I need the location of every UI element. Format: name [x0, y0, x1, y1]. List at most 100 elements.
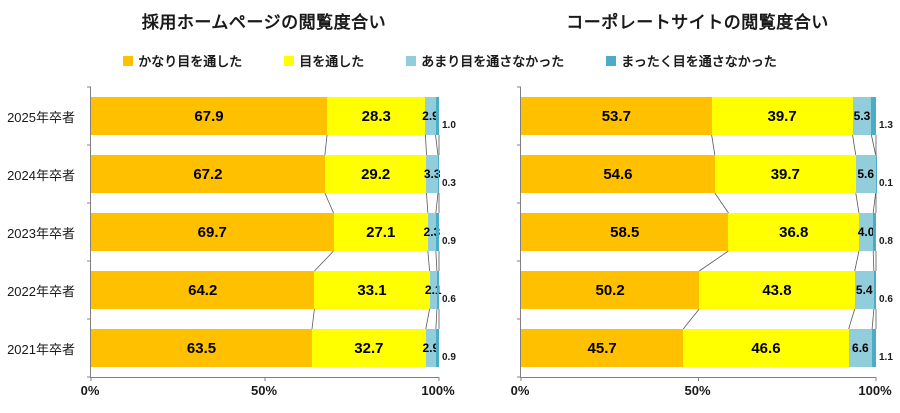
legend: かなり目を通した 目を通した あまり目を通さなかった まったく目を通さなかった	[0, 51, 900, 70]
plot-area-left: 67.9 28.3 2.9 1.0 67.2 29.2 3.3 0.3 69.7 27.1 2.3 0…	[87, 86, 456, 381]
value-label: 64.2	[188, 281, 218, 299]
value-label: 50.2	[595, 281, 625, 299]
bar-segment	[873, 213, 877, 251]
bar-segment: 50.2	[521, 271, 700, 309]
value-label: 58.5	[610, 223, 640, 241]
value-label: 67.2	[193, 165, 223, 183]
legend-label: かなり目を通した	[138, 54, 243, 69]
stacked-bar: 67.9 28.3 2.9	[91, 97, 439, 135]
bar-segment: 28.3	[327, 97, 426, 135]
x-axis-tick-label: 100%	[421, 383, 455, 398]
value-label: 45.7	[587, 339, 617, 357]
value-label-outside: 0.8	[879, 236, 893, 247]
bar-row: 67.2 29.2 3.3 0.3	[91, 145, 456, 203]
stacked-bar: 45.7 46.6 6.6	[521, 329, 877, 367]
bar-row: 50.2 43.8 5.4 0.6	[521, 261, 893, 319]
value-label: 28.3	[361, 107, 391, 125]
legend-item: かなり目を通した	[123, 51, 242, 70]
bar-segment: 67.2	[91, 155, 325, 193]
bar-row: 58.5 36.8 4.0 0.8	[521, 203, 893, 261]
bar-row: 67.9 28.3 2.9 1.0	[91, 87, 456, 145]
bar-segment: 45.7	[521, 329, 684, 367]
value-label: 39.7	[770, 165, 800, 183]
value-label: 33.1	[357, 281, 387, 299]
category-label: 2023年卒者	[7, 225, 75, 241]
bar-segment	[871, 97, 876, 135]
bar-segment	[437, 155, 439, 193]
plot-area-right: 53.7 39.7 5.3 1.3 54.6 39.7 5.6 0.1 58.5 36.8 4.0 0…	[517, 86, 893, 381]
chart-title-right: コーポレートサイトの閲覧度合い	[566, 13, 829, 32]
chart-title-left: 採用ホームページの閲覧度合い	[141, 13, 387, 32]
value-label: 5.3	[853, 109, 871, 123]
bar-segment	[436, 271, 440, 309]
category-label: 2022年卒者	[7, 283, 75, 299]
bar-segment	[872, 329, 877, 367]
bar-row: 53.7 39.7 5.3 1.3	[521, 87, 893, 145]
bar-segment: 33.1	[314, 271, 430, 309]
category-label: 2021年卒者	[7, 341, 75, 357]
value-label: 67.9	[194, 107, 224, 125]
bar-segment: 2.9	[422, 329, 439, 367]
legend-item: 目を通した	[284, 51, 364, 70]
value-label-outside: 1.1	[879, 352, 893, 363]
category-labels: 2025年卒者 2024年卒者 2023年卒者 2022年卒者 2021年卒者	[0, 87, 82, 377]
bar-segment	[873, 271, 876, 309]
stacked-bar: 58.5 36.8 4.0	[521, 213, 877, 251]
stacked-bar: 54.6 39.7 5.6	[521, 155, 876, 193]
category-label: 2025年卒者	[7, 109, 75, 125]
x-axis-tick-label: 0%	[80, 383, 100, 398]
stacked-bar: 53.7 39.7 5.3	[521, 97, 876, 135]
stacked-bar: 50.2 43.8 5.4	[521, 271, 876, 309]
bar-segment: 64.2	[91, 271, 315, 309]
value-label: 36.8	[779, 223, 809, 241]
x-axis-tick-label: 50%	[250, 383, 278, 398]
value-label-outside: 0.3	[442, 178, 456, 189]
value-label: 63.5	[186, 339, 217, 357]
bar-segment: 2.3	[424, 213, 440, 251]
value-label: 69.7	[197, 223, 227, 241]
bar-segment: 39.7	[714, 155, 856, 193]
legend-item: まったく目を通さなかった	[606, 51, 777, 70]
value-label-outside: 1.0	[442, 120, 456, 131]
legend-label: あまり目を通さなかった	[421, 54, 565, 69]
value-label: 4.0	[857, 225, 875, 239]
bar-segment: 2.1	[425, 271, 442, 309]
legend-swatch	[406, 55, 417, 66]
value-label: 27.1	[366, 223, 396, 241]
bar-row: 45.7 46.6 6.6 1.1	[521, 319, 893, 377]
legend-swatch	[123, 55, 134, 66]
bar-segment: 58.5	[521, 213, 729, 251]
bar-segment: 2.9	[422, 97, 439, 135]
value-label: 46.6	[751, 339, 781, 357]
stacked-bar: 64.2 33.1 2.1	[91, 271, 442, 309]
bar-segment: 54.6	[521, 155, 715, 193]
value-label-outside: 0.9	[442, 352, 456, 363]
value-label-outside: 0.6	[442, 294, 456, 305]
value-label: 2.1	[424, 283, 442, 297]
value-label: 2.9	[422, 341, 440, 355]
bar-segment: 67.9	[91, 97, 328, 135]
value-label: 53.7	[601, 107, 631, 125]
bar-segment: 53.7	[521, 97, 712, 135]
stacked-bar: 67.2 29.2 3.3	[91, 155, 441, 193]
legend-swatch	[284, 55, 295, 66]
bar-segment: 3.3	[424, 155, 441, 193]
bar-segment: 46.6	[683, 329, 849, 367]
bar-segment: 6.6	[848, 329, 873, 367]
legend-label: 目を通した	[299, 54, 365, 69]
category-label: 2024年卒者	[7, 167, 75, 183]
bar-segment: 5.6	[855, 155, 876, 193]
x-axis-tick-label: 0%	[510, 383, 530, 398]
value-label: 54.6	[603, 165, 633, 183]
legend-swatch	[606, 55, 617, 66]
value-label: 43.8	[762, 281, 792, 299]
bar-segment: 43.8	[699, 271, 855, 309]
bar-row: 54.6 39.7 5.6 0.1	[521, 145, 893, 203]
bar-segment	[435, 97, 439, 135]
value-label: 5.6	[857, 167, 875, 181]
stacked-bar: 69.7 27.1 2.3	[91, 213, 440, 251]
bar-segment: 5.3	[852, 97, 872, 135]
bar-segment: 29.2	[324, 155, 427, 193]
bar-row: 64.2 33.1 2.1 0.6	[91, 261, 456, 319]
